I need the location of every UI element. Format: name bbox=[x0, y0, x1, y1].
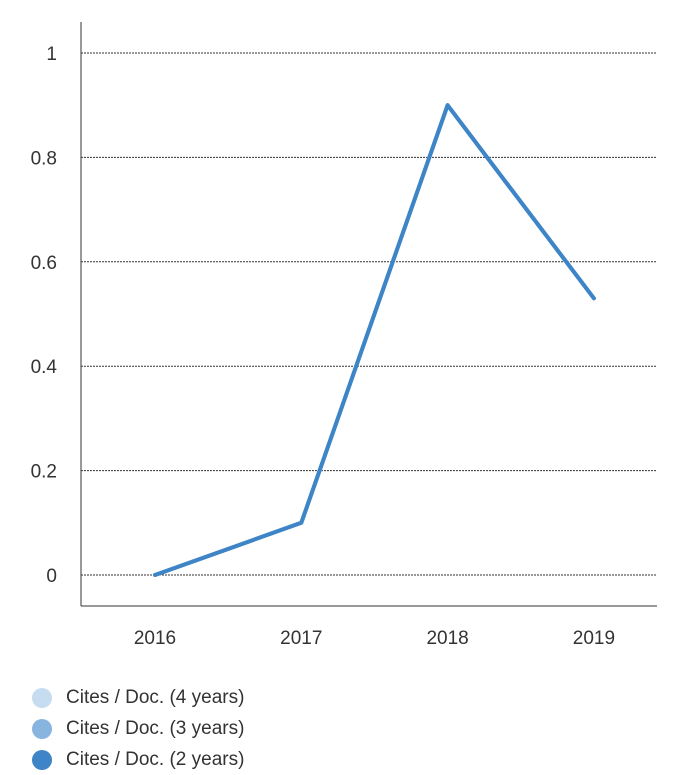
y-tick-label: 0.2 bbox=[31, 462, 57, 483]
series-lines bbox=[153, 103, 596, 577]
legend-swatch bbox=[32, 749, 52, 770]
x-axis-ticks: 2016 2017 2018 2019 bbox=[134, 628, 615, 649]
grid-lines bbox=[81, 52, 657, 576]
line-chart: 0 0.2 0.4 0.6 0.8 1 2016 2017 2018 2019 bbox=[31, 22, 657, 649]
x-tick-label: 2017 bbox=[280, 628, 322, 649]
legend-swatch bbox=[32, 687, 52, 708]
y-tick-label: 0.4 bbox=[31, 357, 58, 378]
y-tick-label: 0 bbox=[46, 566, 57, 587]
x-tick-label: 2019 bbox=[573, 628, 615, 649]
series-line bbox=[153, 103, 596, 577]
legend: Cites / Doc. (4 years) Cites / Doc. (3 ye… bbox=[32, 682, 244, 775]
x-tick-label: 2018 bbox=[426, 628, 468, 649]
legend-label: Cites / Doc. (3 years) bbox=[66, 717, 245, 739]
series-line bbox=[153, 103, 596, 577]
legend-label: Cites / Doc. (4 years) bbox=[66, 686, 245, 708]
x-tick-label: 2016 bbox=[134, 628, 176, 649]
y-tick-label: 1 bbox=[46, 44, 57, 65]
legend-swatch bbox=[32, 718, 52, 739]
y-axis-ticks: 0 0.2 0.4 0.6 0.8 1 bbox=[31, 44, 58, 587]
y-tick-label: 0.6 bbox=[31, 253, 57, 274]
y-tick-label: 0.8 bbox=[31, 148, 57, 169]
legend-item[interactable]: Cites / Doc. (4 years) bbox=[32, 682, 244, 713]
legend-item[interactable]: Cites / Doc. (3 years) bbox=[32, 713, 244, 744]
legend-label: Cites / Doc. (2 years) bbox=[66, 748, 245, 770]
legend-item[interactable]: Cites / Doc. (2 years) bbox=[32, 744, 244, 775]
series-line bbox=[153, 103, 596, 577]
